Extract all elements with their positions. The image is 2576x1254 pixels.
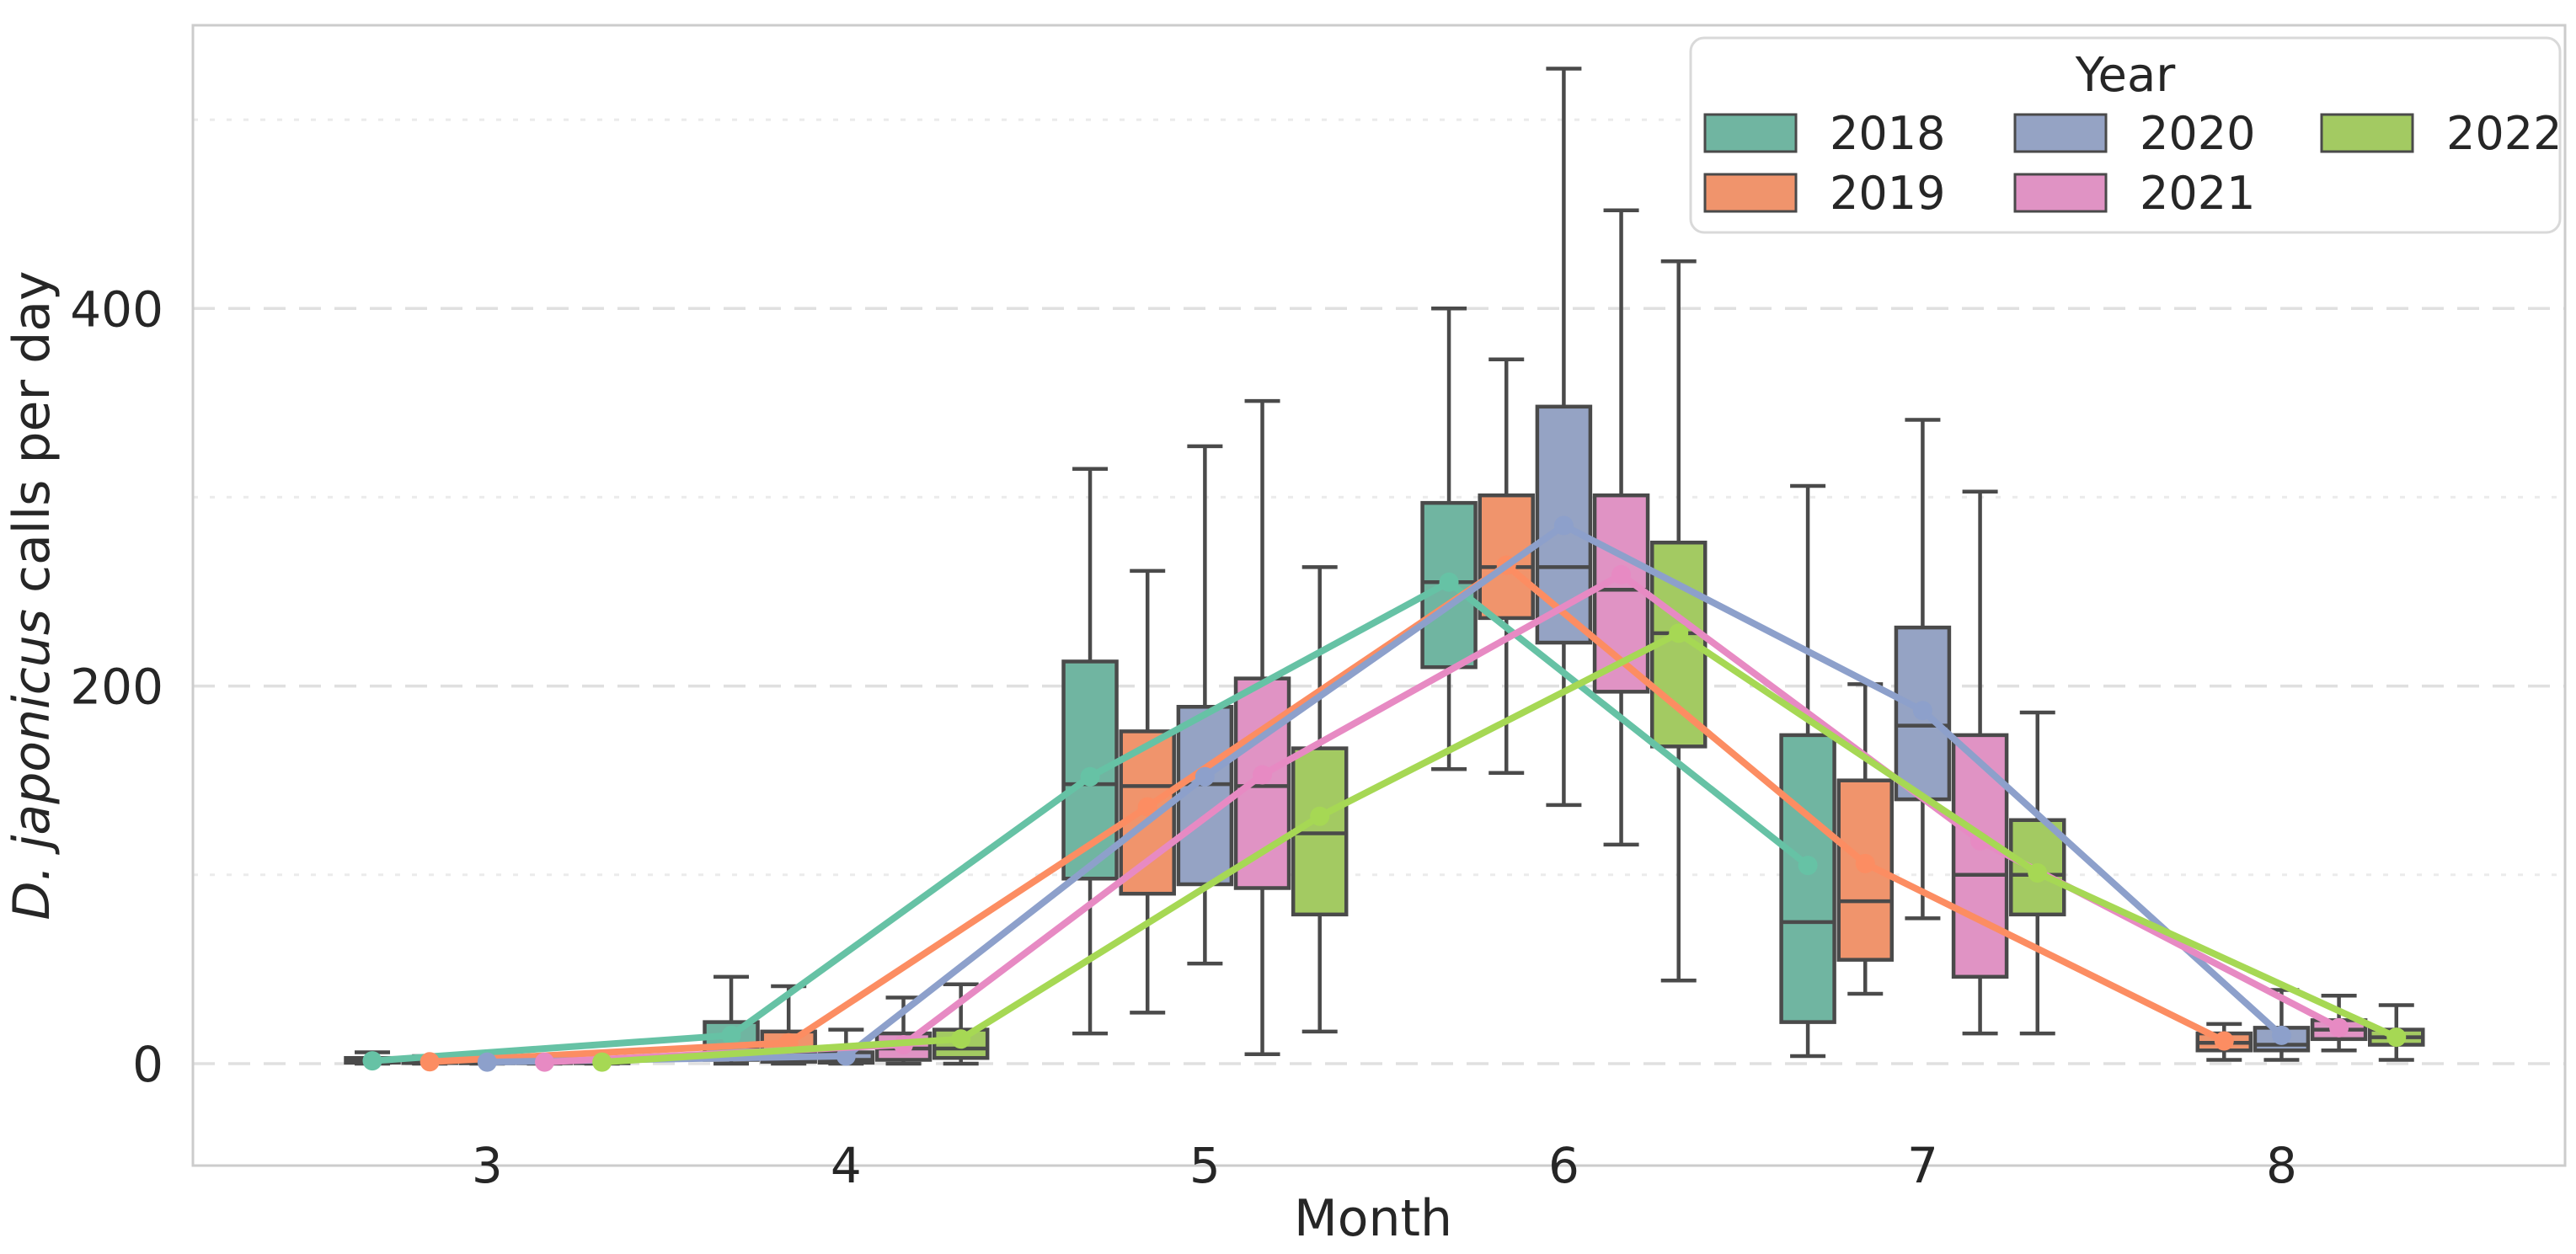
y-axis-label: D. japonicus calls per day bbox=[3, 270, 61, 920]
y-tick-400: 400 bbox=[70, 280, 163, 338]
mean-point-2020-month-6 bbox=[1553, 515, 1574, 536]
legend-swatch-2018 bbox=[1703, 113, 1798, 153]
box-2018-month-7 bbox=[1779, 483, 1836, 1059]
mean-point-2018-month-6 bbox=[1439, 572, 1459, 592]
legend-swatch-2020 bbox=[2013, 113, 2108, 153]
mean-lines bbox=[362, 515, 2407, 1072]
y-axis-label-units: calls per day bbox=[3, 270, 61, 609]
legend-label-2022: 2022 bbox=[2446, 107, 2562, 160]
mean-line-2020 bbox=[484, 522, 2285, 1066]
plot-border bbox=[191, 24, 2567, 1167]
box-2020-month-5 bbox=[1176, 444, 1234, 966]
mean-point-2022-month-6 bbox=[1669, 623, 1689, 643]
legend-label-2020: 2020 bbox=[2140, 107, 2255, 160]
mean-point-2022-month-3 bbox=[592, 1052, 612, 1072]
iqr-box bbox=[1779, 733, 1836, 1024]
mean-line-2022 bbox=[598, 629, 2400, 1066]
box-2018-month-6 bbox=[1420, 307, 1478, 771]
mean-point-2022-month-7 bbox=[2028, 863, 2048, 883]
y-tick-0: 0 bbox=[132, 1036, 163, 1093]
x-tick-6: 6 bbox=[1548, 1137, 1579, 1194]
mean-point-2019-month-3 bbox=[420, 1052, 440, 1072]
x-tick-4: 4 bbox=[831, 1137, 862, 1194]
mean-point-2022-month-8 bbox=[2386, 1027, 2407, 1048]
legend-label-2018: 2018 bbox=[1830, 107, 1945, 160]
mean-point-2022-month-4 bbox=[951, 1029, 971, 1049]
y-tick-200: 200 bbox=[70, 659, 163, 716]
mean-point-2018-month-7 bbox=[1798, 856, 1818, 876]
legend-entry-2022: 2022 bbox=[2320, 107, 2562, 160]
mean-point-2019-month-8 bbox=[2214, 1031, 2234, 1051]
box-2019-month-7 bbox=[1836, 682, 1895, 996]
mean-point-2022-month-5 bbox=[1310, 806, 1330, 826]
mean-point-2021-month-8 bbox=[2329, 1017, 2349, 1038]
legend-swatch-2022 bbox=[2320, 113, 2414, 153]
mean-point-2019-month-5 bbox=[1137, 797, 1157, 817]
legend-label-2021: 2021 bbox=[2140, 167, 2255, 220]
x-tick-8: 8 bbox=[2266, 1137, 2297, 1194]
box-2021-month-6 bbox=[1592, 208, 1650, 847]
mean-point-2020-month-4 bbox=[836, 1046, 856, 1066]
mean-point-2018-month-3 bbox=[362, 1051, 382, 1071]
legend: Year 2018 2019 2020 2021 2022 bbox=[1689, 36, 2562, 234]
legend-entry-2020: 2020 bbox=[2013, 107, 2255, 160]
mean-point-2021-month-3 bbox=[535, 1052, 555, 1072]
x-tick-7: 7 bbox=[1907, 1137, 1938, 1194]
legend-label-2019: 2019 bbox=[1830, 167, 1945, 220]
x-tick-3: 3 bbox=[472, 1137, 503, 1194]
y-tick-labels: 0 200 400 bbox=[70, 280, 163, 1093]
legend-entry-2018: 2018 bbox=[1703, 107, 1945, 160]
mean-point-2020-month-7 bbox=[1912, 701, 1932, 721]
legend-box bbox=[1689, 36, 2562, 234]
legend-entry-2019: 2019 bbox=[1703, 167, 1945, 220]
x-axis-label: Month bbox=[1294, 1189, 1452, 1248]
mean-point-2020-month-5 bbox=[1194, 766, 1215, 787]
iqr-box bbox=[1176, 705, 1234, 887]
mean-point-2018-month-4 bbox=[721, 1025, 741, 1045]
legend-swatch-2021 bbox=[2013, 173, 2108, 213]
box-2022-month-5 bbox=[1291, 565, 1349, 1034]
mean-point-2020-month-8 bbox=[2271, 1025, 2291, 1045]
iqr-box bbox=[1420, 500, 1478, 670]
legend-entry-2021: 2021 bbox=[2013, 167, 2255, 220]
mean-point-2021-month-5 bbox=[1253, 765, 1273, 785]
mean-point-2018-month-5 bbox=[1080, 766, 1100, 787]
y-axis-label-species: D. japonicus bbox=[3, 609, 61, 920]
gridlines bbox=[193, 118, 2565, 1065]
iqr-box bbox=[1951, 733, 2009, 979]
legend-title: Year bbox=[2075, 48, 2177, 103]
mean-point-2019-month-7 bbox=[1855, 853, 1875, 873]
mean-point-2021-month-6 bbox=[1611, 564, 1632, 584]
mean-point-2020-month-3 bbox=[477, 1052, 497, 1072]
mean-line-2019 bbox=[426, 562, 2228, 1065]
x-tick-5: 5 bbox=[1189, 1137, 1221, 1194]
box-2020-month-7 bbox=[1894, 418, 1952, 920]
x-tick-labels: 3 4 5 6 7 8 bbox=[472, 1137, 2297, 1194]
legend-swatch-2019 bbox=[1703, 173, 1798, 213]
